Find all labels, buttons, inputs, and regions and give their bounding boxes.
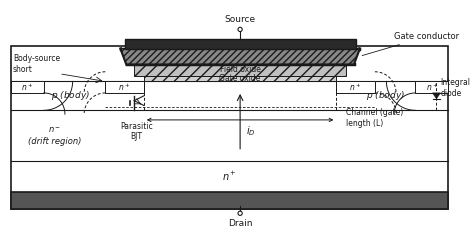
Bar bbox=[134, 64, 346, 76]
Text: Field oxide: Field oxide bbox=[219, 65, 261, 74]
Bar bbox=[144, 76, 337, 81]
Text: $n^+$: $n^+$ bbox=[426, 81, 438, 93]
Text: $n^+$: $n^+$ bbox=[118, 81, 131, 93]
Text: $n^+$: $n^+$ bbox=[222, 170, 237, 183]
Text: Body-source
short: Body-source short bbox=[13, 54, 60, 74]
Text: Source: Source bbox=[225, 15, 255, 24]
Text: $n^+$: $n^+$ bbox=[349, 81, 362, 93]
Bar bbox=[337, 81, 375, 93]
Text: $i_D$: $i_D$ bbox=[246, 124, 255, 138]
Bar bbox=[415, 81, 448, 93]
Text: Gate oxide: Gate oxide bbox=[219, 74, 261, 83]
Text: Drain: Drain bbox=[228, 219, 252, 228]
Polygon shape bbox=[433, 93, 440, 99]
Circle shape bbox=[238, 27, 242, 31]
Text: $p$ (body): $p$ (body) bbox=[366, 89, 405, 102]
Text: Integral
diode: Integral diode bbox=[440, 78, 470, 98]
Text: $p$ (body): $p$ (body) bbox=[51, 89, 90, 102]
Bar bbox=[11, 81, 44, 93]
Text: $n^-$
(drift region): $n^-$ (drift region) bbox=[27, 125, 81, 146]
Circle shape bbox=[238, 211, 242, 215]
Bar bbox=[125, 39, 356, 49]
Polygon shape bbox=[121, 49, 359, 64]
Bar bbox=[11, 46, 448, 209]
Bar bbox=[11, 192, 448, 209]
Text: Gate conductor: Gate conductor bbox=[362, 32, 459, 56]
Bar bbox=[105, 81, 144, 93]
Text: Parasitic
BJT: Parasitic BJT bbox=[120, 122, 153, 141]
Text: Channel (gate)
length (L): Channel (gate) length (L) bbox=[346, 108, 403, 128]
Text: $n^+$: $n^+$ bbox=[21, 81, 34, 93]
